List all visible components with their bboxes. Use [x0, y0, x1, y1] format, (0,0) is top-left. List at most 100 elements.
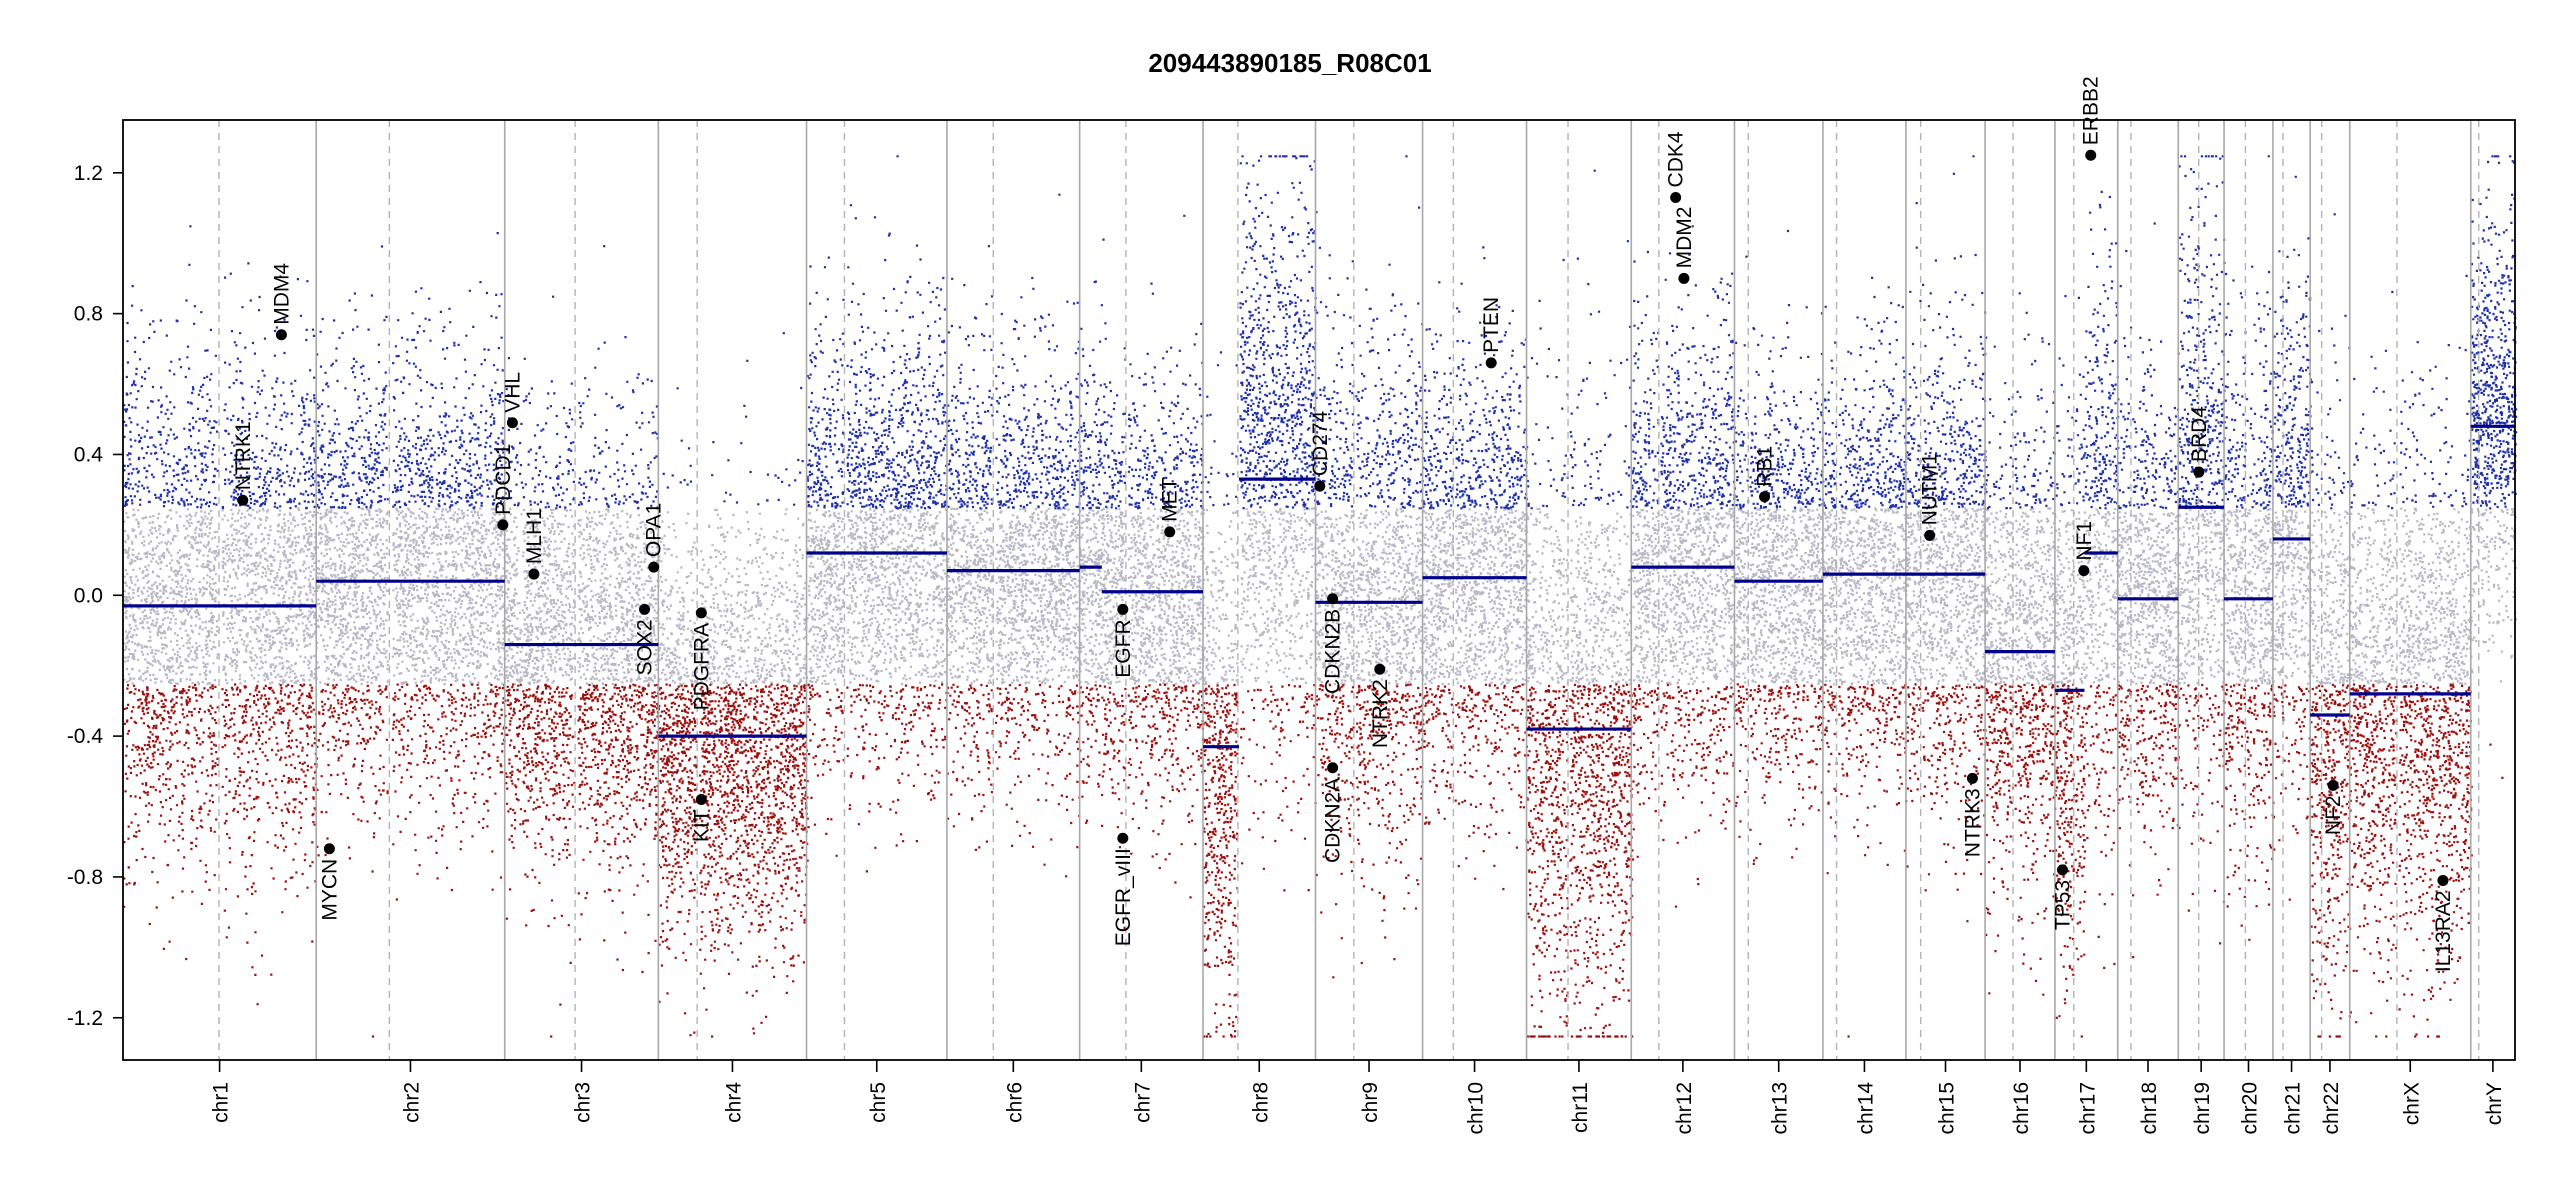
gene-rb1: RB1	[1754, 446, 1777, 503]
gene-dot	[639, 603, 651, 615]
x-tick-label-chrX: chrX	[2400, 1082, 2423, 1125]
x-tick-label-chr10: chr10	[1465, 1082, 1488, 1135]
gene-label: CDK4	[1665, 131, 1688, 187]
gene-label: PDGFRA	[690, 623, 713, 711]
gene-met: MET	[1159, 477, 1182, 538]
gene-mdm4: MDM4	[270, 263, 293, 341]
gene-dot	[1966, 772, 1978, 784]
y-tick-label: -0.4	[67, 725, 104, 748]
probe-points	[123, 155, 2518, 1038]
gene-label: EGFR_vIII	[1112, 848, 1135, 946]
gene-pten: PTEN	[1480, 297, 1503, 369]
gene-label: NTRK3	[1961, 788, 1984, 857]
gene-egfr: EGFR	[1112, 603, 1135, 678]
x-tick-label-chr20: chr20	[2238, 1082, 2261, 1135]
gene-cdk4: CDK4	[1665, 131, 1688, 203]
gene-label: RB1	[1754, 446, 1777, 487]
gene-sox2: SOX2	[634, 603, 657, 675]
gene-dot	[1117, 832, 1129, 844]
gene-mycn: MYCN	[318, 843, 341, 921]
chart-title: 209443890185_R08C01	[1148, 48, 1431, 78]
gene-dot	[1678, 272, 1690, 284]
x-tick-label-chr21: chr21	[2282, 1082, 2305, 1135]
gene-dot	[2437, 874, 2449, 886]
gene-label: SOX2	[634, 619, 657, 675]
gene-label: MLH1	[523, 508, 546, 564]
x-tick-label-chr11: chr11	[1569, 1082, 1592, 1133]
y-tick-label: -0.8	[67, 866, 103, 889]
gene-dot	[1164, 526, 1176, 538]
x-tick-label-chr19: chr19	[2191, 1082, 2214, 1135]
neutral-probes	[123, 507, 2517, 686]
gene-nf1: NF1	[2073, 521, 2096, 577]
gene-dot	[695, 793, 707, 805]
gene-label: MET	[1159, 477, 1182, 522]
x-tick-label-chr1: chr1	[210, 1082, 233, 1123]
loss-probes	[123, 683, 2504, 1038]
gene-label: PDCD1	[492, 444, 515, 515]
x-tick-label-chr5: chr5	[867, 1082, 890, 1123]
gene-mdm2: MDM2	[1673, 207, 1696, 284]
gene-dot	[648, 561, 660, 573]
x-tick-label-chr4: chr4	[722, 1082, 745, 1123]
gain-probes	[123, 155, 2518, 510]
y-tick-label: 1.2	[74, 162, 103, 185]
plot-frame	[122, 119, 2516, 1061]
x-tick-label-chr6: chr6	[1003, 1082, 1026, 1123]
gene-dot	[1374, 663, 1386, 675]
gene-cdkn2b: CDKN2B	[1322, 593, 1345, 694]
gene-markers: NTRK1 MDM4 MYCN PDCD1 VHL MLH1 SOX2 OPA1 PDGFRA K…	[232, 76, 2455, 972]
x-tick-label-chr12: chr12	[1673, 1082, 1696, 1135]
gene-label: NF2	[2322, 795, 2345, 835]
gene-dot	[1314, 480, 1326, 492]
gene-label: MYCN	[318, 859, 341, 921]
gene-ntrk2: NTRK2	[1369, 663, 1392, 748]
gene-dot	[1117, 603, 1129, 615]
segments	[123, 424, 2515, 749]
gene-tp53: TP53	[2051, 864, 2074, 930]
gene-dot	[2085, 149, 2097, 161]
gene-dot	[323, 843, 335, 855]
gene-label: IL13RA2	[2432, 890, 2455, 972]
gene-label: CDKN2A	[1322, 778, 1345, 863]
gene-il13ra2: IL13RA2	[2432, 874, 2455, 972]
gene-dot	[1327, 762, 1339, 774]
gene-ntrk3: NTRK3	[1961, 772, 1984, 857]
x-tick-label-chr15: chr15	[1936, 1082, 1959, 1135]
gene-dot	[528, 568, 540, 580]
gene-label: OPA1	[643, 503, 666, 557]
gene-mlh1: MLH1	[523, 508, 546, 580]
gene-dot	[1670, 191, 1682, 203]
x-tick-label-chr3: chr3	[572, 1082, 595, 1123]
x-tick-label-chrY: chrY	[2483, 1082, 2506, 1125]
x-tick-label-chr22: chr22	[2320, 1082, 2343, 1135]
gene-erbb2: ERBB2	[2080, 76, 2103, 161]
gene-label: NUTM1	[1919, 453, 1942, 525]
gene-dot	[1759, 491, 1771, 503]
gene-label: VHL	[501, 372, 524, 413]
y-tick-label: 0.0	[74, 584, 103, 607]
chromosome-boundaries	[218, 120, 2480, 1060]
gene-ntrk1: NTRK1	[232, 421, 255, 506]
gene-label: CDKN2B	[1322, 609, 1345, 694]
gene-nutm1: NUTM1	[1919, 453, 1942, 541]
gene-label: NTRK1	[232, 421, 255, 490]
x-tick-label-chr16: chr16	[2010, 1082, 2033, 1135]
gene-label: ERBB2	[2080, 76, 2103, 145]
gene-dot	[1327, 593, 1339, 605]
gene-label: NF1	[2073, 521, 2096, 561]
gene-dot	[2327, 779, 2339, 791]
x-tick-label-chr18: chr18	[2138, 1082, 2161, 1135]
gene-dot	[506, 417, 518, 429]
gene-kit: KIT	[690, 793, 713, 842]
gene-nf2: NF2	[2322, 779, 2345, 835]
y-tick-label: 0.4	[74, 443, 104, 466]
gene-cdkn2a: CDKN2A	[1322, 762, 1345, 863]
x-tick-label-chr8: chr8	[1249, 1082, 1272, 1123]
gene-label: EGFR	[1112, 619, 1135, 677]
gene-dot	[2056, 864, 2068, 876]
gene-dot	[275, 329, 287, 341]
gene-label: NTRK2	[1369, 679, 1392, 748]
gene-label: PTEN	[1480, 297, 1503, 353]
axes: -1.2 -0.8 -0.4 0.0 0.4 0.8 1.2 chr1 chr2 chr3 chr4…	[67, 119, 2516, 1135]
